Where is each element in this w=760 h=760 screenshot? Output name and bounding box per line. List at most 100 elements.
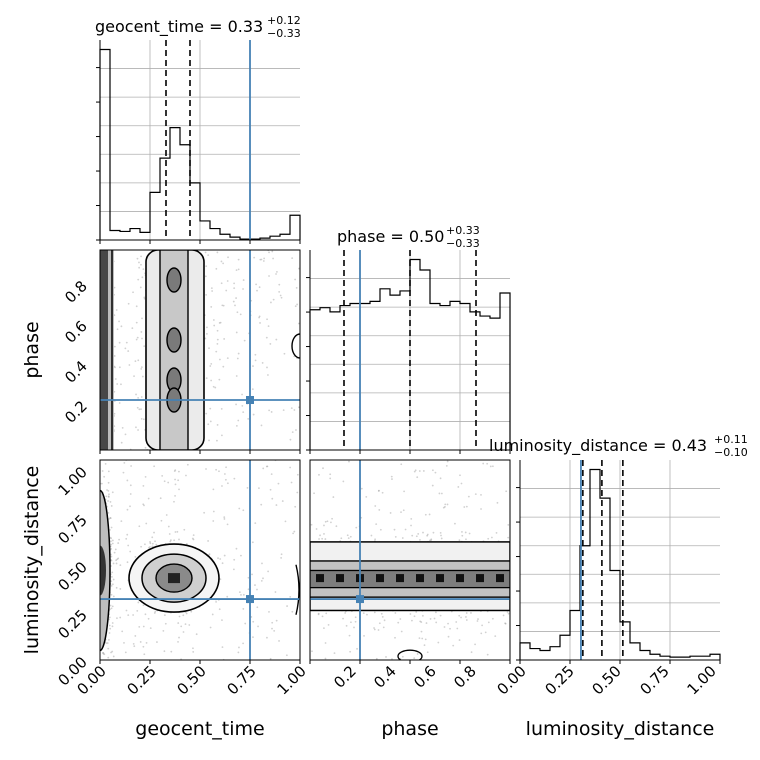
y-tick-label: 0.50 xyxy=(54,558,90,594)
scatter-point xyxy=(375,523,378,526)
scatter-point xyxy=(317,613,320,616)
scatter-point xyxy=(439,614,442,617)
scatter-point xyxy=(461,534,464,537)
scatter-point xyxy=(463,506,466,508)
scatter-point xyxy=(104,462,107,465)
scatter-point xyxy=(134,360,137,363)
scatter-point xyxy=(242,593,245,596)
scatter-point xyxy=(256,289,258,292)
scatter-point xyxy=(401,537,404,539)
scatter-point xyxy=(421,614,424,617)
scatter-point xyxy=(208,439,210,442)
scatter-point xyxy=(404,528,407,531)
scatter-point xyxy=(216,338,219,341)
scatter-point xyxy=(169,539,172,541)
truth-marker xyxy=(246,396,254,404)
scatter-point xyxy=(149,542,152,545)
scatter-point xyxy=(480,493,482,496)
scatter-point xyxy=(355,526,358,529)
scatter-point xyxy=(311,650,313,653)
scatter-point xyxy=(259,322,261,324)
x-axis-label-phase: phase xyxy=(381,718,438,740)
scatter-point xyxy=(212,520,215,522)
scatter-point xyxy=(465,538,467,541)
scatter-point xyxy=(118,320,120,323)
scatter-point xyxy=(491,617,494,620)
scatter-point xyxy=(389,512,392,514)
scatter-point xyxy=(275,273,277,275)
scatter-point xyxy=(283,352,286,355)
scatter-point xyxy=(397,621,400,624)
scatter-point xyxy=(115,586,118,589)
scatter-point xyxy=(133,375,135,378)
scatter-point xyxy=(215,350,218,353)
scatter-point xyxy=(226,280,229,282)
scatter-point xyxy=(121,426,124,429)
scatter-point xyxy=(254,522,257,525)
scatter-point xyxy=(114,378,117,380)
scatter-point xyxy=(235,375,238,377)
x-ticks-geocent-time: 0.00 0.25 0.50 0.75 1.00 xyxy=(73,662,309,698)
scatter-point xyxy=(216,424,219,426)
scatter-point xyxy=(177,479,180,482)
scatter-point xyxy=(221,434,223,437)
scatter-point xyxy=(289,595,292,598)
scatter-point xyxy=(237,268,240,271)
scatter-point xyxy=(400,463,403,466)
scatter-point xyxy=(112,655,115,658)
scatter-point xyxy=(140,408,142,411)
scatter-point xyxy=(373,628,376,631)
scatter-point xyxy=(442,506,445,509)
scatter-point xyxy=(261,362,264,364)
scatter-point xyxy=(238,591,241,594)
x-tick-label: 0.75 xyxy=(223,662,259,698)
scatter-point xyxy=(216,329,219,332)
scatter-point xyxy=(272,257,274,260)
scatter-point xyxy=(141,375,144,378)
scatter-point xyxy=(149,541,151,543)
scatter-point xyxy=(111,625,114,628)
scatter-point xyxy=(294,278,297,281)
scatter-point xyxy=(394,612,397,614)
scatter-point xyxy=(107,470,110,473)
scatter-point xyxy=(429,618,432,620)
scatter-point xyxy=(275,504,278,506)
scatter-point xyxy=(212,385,215,388)
scatter-point xyxy=(269,343,272,345)
scatter-point xyxy=(216,251,219,254)
scatter-point xyxy=(424,513,427,516)
scatter-point xyxy=(178,636,180,639)
scatter-point xyxy=(310,523,313,526)
scatter-point xyxy=(141,276,144,279)
scatter-point xyxy=(432,531,435,534)
contour-peak xyxy=(476,574,484,583)
scatter-point xyxy=(167,481,170,484)
scatter-point xyxy=(266,465,269,468)
title-phase-plus: +0.33 xyxy=(446,224,480,237)
scatter-point xyxy=(317,612,320,615)
scatter-point xyxy=(268,409,271,412)
scatter-point xyxy=(192,647,194,650)
scatter-point xyxy=(219,578,222,581)
scatter-point xyxy=(127,350,130,352)
scatter-point xyxy=(143,504,145,507)
scatter-point xyxy=(129,505,131,508)
scatter-point xyxy=(382,626,385,629)
scatter-point xyxy=(156,641,158,643)
scatter-point xyxy=(142,645,145,648)
scatter-point xyxy=(140,396,143,398)
scatter-point xyxy=(107,496,110,498)
scatter-point xyxy=(140,263,142,266)
scatter-point xyxy=(263,257,266,260)
scatter-point xyxy=(111,539,114,542)
scatter-point xyxy=(348,460,350,463)
scatter-point xyxy=(129,484,132,487)
scatter-point xyxy=(377,490,380,492)
scatter-point xyxy=(240,594,242,596)
scatter-point xyxy=(151,542,154,545)
scatter-point xyxy=(182,614,185,617)
scatter-point xyxy=(205,377,208,380)
scatter-point xyxy=(223,516,226,519)
scatter-point xyxy=(332,496,335,498)
scatter-point xyxy=(342,617,344,620)
